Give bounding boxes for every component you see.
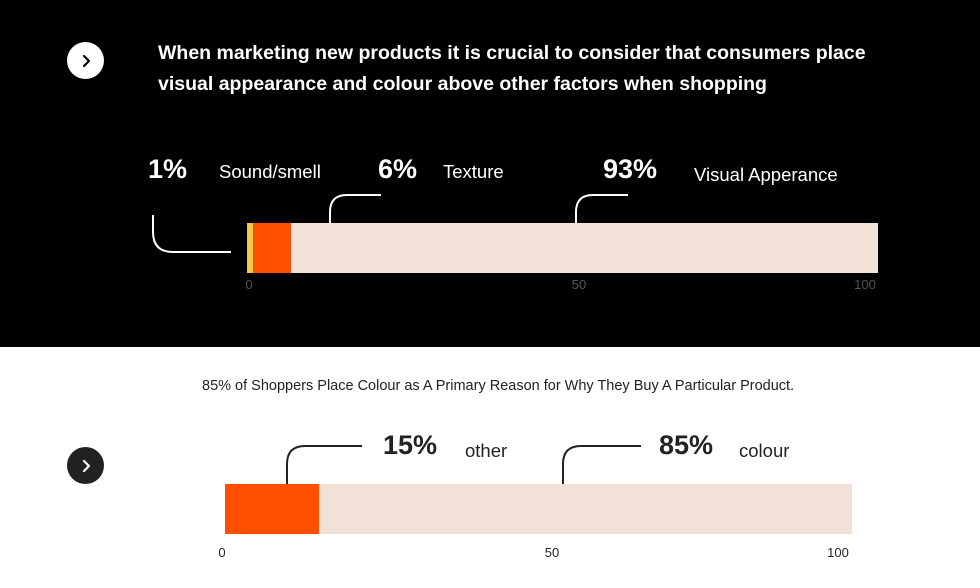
connector-other — [286, 445, 362, 484]
next-button-top[interactable] — [67, 42, 104, 79]
next-button-bottom[interactable] — [67, 447, 104, 484]
label-pct-visual: 93% — [603, 154, 658, 184]
label-colour: colour — [739, 440, 790, 461]
connector-sound — [152, 215, 231, 253]
bar-segment-texture — [253, 223, 292, 273]
headline-line-1: When marketing new products it is crucia… — [158, 42, 866, 64]
axis-tick-label: 50 — [571, 277, 587, 292]
axis-tick-label: 50 — [544, 545, 560, 560]
headline-line-2: visual appearance and colour above other… — [158, 73, 767, 95]
caption: 85% of Shoppers Place Colour as A Primar… — [202, 378, 795, 394]
bar-segment-visual-apperance — [291, 223, 878, 273]
chevron-right-icon — [82, 459, 90, 472]
label-sound: Sound/smell — [219, 161, 321, 182]
label-pct-colour: 85% — [659, 430, 714, 460]
label-pct-other: 15% — [383, 430, 438, 460]
label-pct-texture: 6% — [378, 154, 418, 184]
stacked-bar-senses — [247, 223, 878, 273]
bar-segment-sound-smell — [247, 223, 254, 273]
stacked-bar-colour — [225, 484, 852, 534]
connector-colour — [562, 445, 641, 484]
chevron-right-icon — [82, 54, 90, 67]
axis-tick-label: 100 — [854, 277, 876, 292]
connector-visual — [575, 194, 628, 232]
bar-segment-other — [225, 484, 320, 534]
axis-tick-label: 0 — [218, 545, 226, 560]
connector-texture — [329, 194, 381, 232]
axis-tick-label: 0 — [245, 277, 253, 292]
label-visual: Visual Apperance — [694, 164, 838, 185]
label-pct-sound: 1% — [148, 154, 188, 184]
top-panel — [0, 0, 980, 347]
label-texture: Texture — [443, 161, 504, 182]
label-other: other — [465, 440, 508, 461]
axis-tick-label: 100 — [827, 545, 849, 560]
headline: When marketing new products it is crucia… — [158, 38, 866, 100]
bar-segment-colour — [319, 484, 852, 534]
